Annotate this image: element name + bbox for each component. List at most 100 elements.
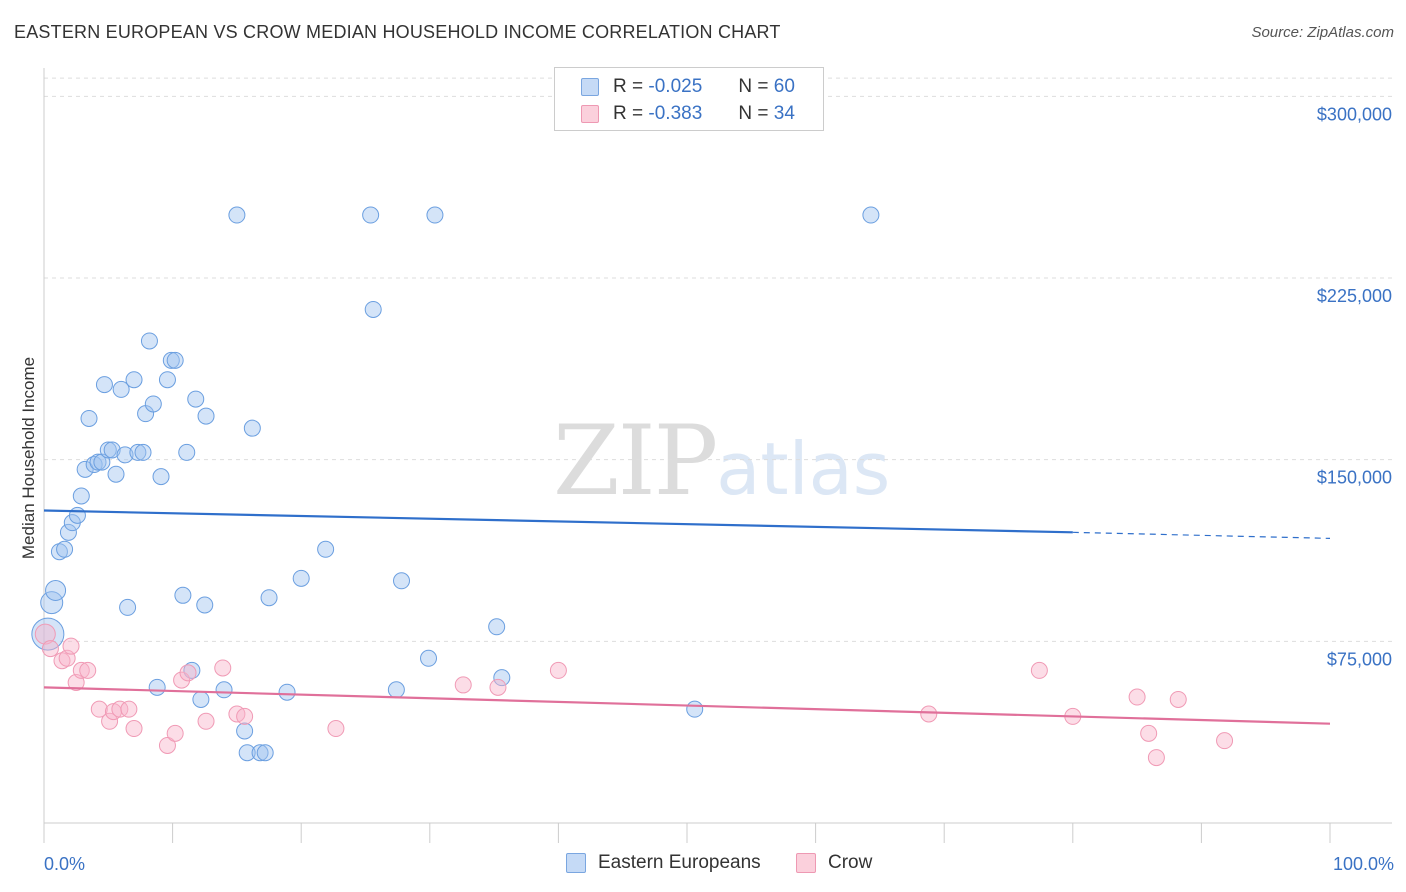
- chart-title: EASTERN EUROPEAN VS CROW MEDIAN HOUSEHOL…: [14, 22, 781, 42]
- eastern-europeans-point: [387, 681, 405, 699]
- legend-n-label: N =: [738, 103, 769, 124]
- crow-point: [41, 640, 59, 658]
- crow-point: [158, 736, 176, 754]
- eastern-europeans-point: [158, 371, 176, 389]
- eastern-europeans-point: [238, 744, 256, 762]
- watermark: ZIPatlas: [553, 405, 890, 517]
- axes: [43, 68, 1392, 843]
- eastern-europeans-point: [89, 453, 107, 471]
- eastern-europeans-point: [125, 371, 143, 389]
- eastern-europeans-point: [256, 744, 274, 762]
- y-tick-label: $150,000: [1317, 468, 1392, 488]
- eastern-europeans-point: [134, 443, 152, 461]
- watermark-zip: ZIP: [553, 405, 718, 517]
- legend-r-label: R =: [613, 76, 644, 97]
- eastern-europeans-point: [95, 376, 113, 394]
- x-tick-label: 0.0%: [44, 854, 85, 874]
- trend-lines: [43, 509, 1331, 725]
- eastern-europeans-point: [72, 487, 90, 505]
- crow-point: [79, 661, 97, 679]
- eastern-europeans-point: [420, 649, 438, 667]
- crow-point: [166, 724, 184, 742]
- eastern-europeans-point: [68, 506, 86, 524]
- pink-swatch: [796, 853, 816, 873]
- series-legend: Eastern Europeans Crow: [0, 852, 1406, 878]
- data-points: [31, 206, 1234, 767]
- crow-point: [101, 712, 119, 730]
- crow-point: [72, 661, 90, 679]
- eastern-europeans-point: [488, 618, 506, 636]
- eastern-europeans-point: [140, 332, 158, 350]
- series-legend-label: Eastern Europeans: [598, 852, 761, 873]
- eastern-europeans-point: [393, 572, 411, 590]
- eastern-europeans-point: [103, 441, 121, 459]
- eastern-europeans-point: [112, 380, 130, 398]
- crow-point: [125, 720, 143, 738]
- eastern-europeans-point: [152, 468, 170, 486]
- crow-point: [120, 700, 138, 718]
- axis-labels: $75,000 $150,000 $225,000 $300,000 0.0% 100.0…: [19, 104, 1394, 874]
- crow-point: [1169, 690, 1187, 708]
- legend-row-eastern-europeans: R = -0.025 N = 60: [581, 75, 795, 99]
- eastern-europeans-point: [80, 409, 98, 427]
- eastern-europeans-point: [107, 465, 125, 483]
- y-tick-label: $225,000: [1317, 286, 1392, 306]
- eastern-europeans-point: [493, 669, 511, 687]
- crow-point: [62, 637, 80, 655]
- crow-point: [197, 712, 215, 730]
- eastern-europeans-point: [192, 690, 210, 708]
- gridlines: [44, 77, 1392, 642]
- eastern-europeans-point: [292, 569, 310, 587]
- legend-n-label: N =: [738, 76, 769, 97]
- eastern-europeans-point: [862, 206, 880, 224]
- crow-point: [1030, 661, 1048, 679]
- blue-swatch: [566, 853, 586, 873]
- crow-point: [1147, 749, 1165, 767]
- legend-r-value: -0.383: [648, 103, 703, 124]
- eastern-europeans-point: [686, 700, 704, 718]
- eastern-europeans-point: [40, 591, 64, 615]
- eastern-europeans-trend-extension: [1072, 531, 1331, 539]
- eastern-europeans-point: [162, 351, 180, 369]
- crow-point: [173, 671, 191, 689]
- eastern-europeans-point: [119, 598, 137, 616]
- crow-point: [1128, 688, 1146, 706]
- series-legend-crow[interactable]: Crow: [796, 852, 872, 874]
- eastern-europeans-point: [116, 446, 134, 464]
- crow-point: [549, 661, 567, 679]
- eastern-europeans-point: [144, 395, 162, 413]
- eastern-europeans-point: [260, 589, 278, 607]
- eastern-europeans-point: [187, 390, 205, 408]
- eastern-europeans-point: [59, 523, 77, 541]
- eastern-europeans-point: [99, 441, 117, 459]
- eastern-europeans-point: [178, 443, 196, 461]
- eastern-europeans-point: [228, 206, 246, 224]
- crow-point: [214, 659, 232, 677]
- crow-point: [1140, 724, 1158, 742]
- y-axis-title: Median Household Income: [19, 357, 38, 559]
- eastern-europeans-point: [426, 206, 444, 224]
- series-legend-label: Crow: [828, 852, 873, 873]
- eastern-europeans-trend-line: [43, 509, 1073, 534]
- crow-point: [920, 705, 938, 723]
- crow-point: [1216, 732, 1234, 750]
- legend-r-label: R =: [613, 103, 644, 124]
- y-tick-label: $300,000: [1317, 104, 1392, 124]
- legend-row-crow: R = -0.383 N = 34: [581, 102, 795, 126]
- legend-n-value: 34: [773, 103, 795, 124]
- crow-point: [327, 720, 345, 738]
- eastern-europeans-point: [76, 460, 94, 478]
- crow-point: [489, 678, 507, 696]
- eastern-europeans-point: [317, 540, 335, 558]
- series-legend-eastern-europeans[interactable]: Eastern Europeans: [566, 852, 761, 874]
- blue-swatch: [581, 78, 599, 96]
- correlation-legend: R = -0.025 N = 60 R = -0.383 N = 34: [554, 67, 824, 131]
- eastern-europeans-point: [196, 596, 214, 614]
- eastern-europeans-point: [243, 419, 261, 437]
- eastern-europeans-point: [278, 683, 296, 701]
- crow-point: [236, 707, 254, 725]
- eastern-europeans-point: [45, 579, 67, 601]
- eastern-europeans-point: [197, 407, 215, 425]
- crow-point: [454, 676, 472, 694]
